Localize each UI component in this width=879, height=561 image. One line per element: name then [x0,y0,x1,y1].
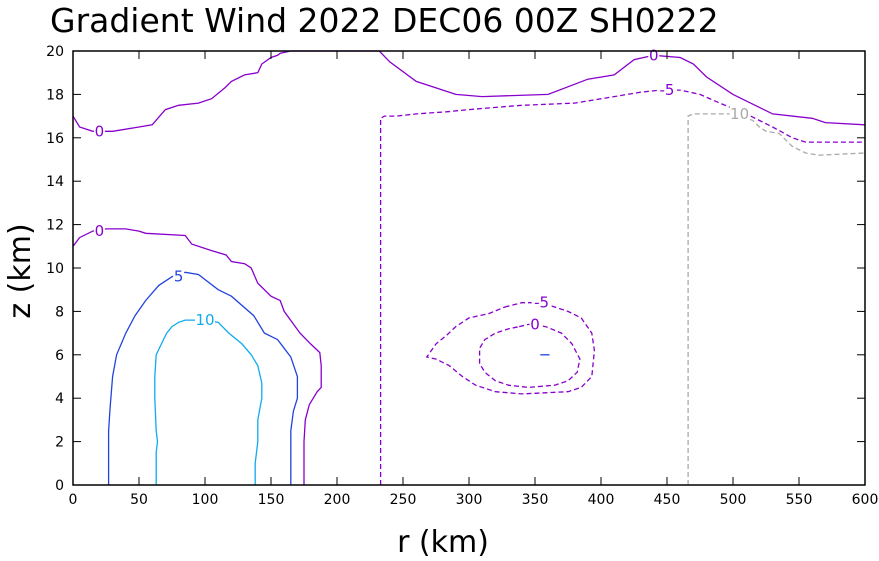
x-tick-label-9: 450 [654,492,681,508]
x-axis-label: r (km) [397,525,489,560]
contour-line-6 [425,302,596,395]
contour-label-bg-3 [729,105,750,122]
contour-line-1 [72,228,322,485]
chart-title: Gradient Wind 2022 DEC06 00Z SH0222 [50,1,719,40]
x-tick-label-6: 300 [456,492,483,508]
y-tick-label-8: 16 [46,131,64,147]
contour-label-3: 10 [730,105,749,123]
y-tick-label-4: 8 [55,304,64,320]
contour-line-5 [687,113,866,485]
contour-label-bg-4 [93,223,105,240]
y-axis-ticks: 0 2 4 6 8 10 12 14 16 18 20 [46,44,865,494]
y-tick-label-6: 12 [46,218,64,234]
contour-label-8: 0 [530,315,540,333]
contour-label-4: 0 [95,222,105,240]
y-tick-label-3: 6 [55,348,64,364]
x-tick-label-10: 500 [720,492,747,508]
contour-line-2 [107,271,299,485]
x-tick-label-5: 250 [390,492,417,508]
x-tick-label-8: 400 [588,492,615,508]
y-tick-label-0: 0 [55,478,64,494]
contour-label-bg-8 [529,316,541,333]
x-tick-label-11: 550 [786,492,813,508]
contour-label-bg-5 [173,268,185,285]
y-tick-label-1: 2 [55,435,64,451]
contour-label-5: 5 [174,268,184,286]
x-tick-label-12: 600 [852,492,879,508]
contour-label-6: 10 [195,311,214,329]
y-tick-label-2: 4 [55,391,64,407]
contour-label-bg-0 [93,123,105,140]
contour-line-3 [154,319,263,485]
contour-label-bg-2 [657,82,677,99]
contour-label-7: -5 [534,294,549,312]
x-tick-label-1: 50 [130,492,148,508]
contour-label-bg-7 [531,294,552,311]
contour-label-2: -5 [660,81,675,99]
y-tick-label-9: 18 [46,87,64,103]
contour-line-7 [478,323,581,389]
y-axis-label: z (km) [3,223,38,318]
x-tick-label-7: 350 [522,492,549,508]
y-tick-label-10: 20 [46,44,64,60]
contour-label-bg-6 [195,312,215,329]
x-tick-label-2: 100 [192,492,219,508]
x-axis-ticks: 0 50 100 150 200 250 300 350 400 450 500 550 600 [69,51,879,508]
contour-label-0: 0 [95,122,105,140]
x-tick-label-3: 150 [258,492,285,508]
y-tick-label-5: 10 [46,261,64,277]
y-tick-label-7: 14 [46,174,64,190]
contour-label-bg-1 [648,47,660,64]
x-tick-label-0: 0 [69,492,78,508]
x-tick-label-4: 200 [324,492,351,508]
contour-line-4 [379,89,865,485]
contour-label-1: 0 [649,46,659,64]
